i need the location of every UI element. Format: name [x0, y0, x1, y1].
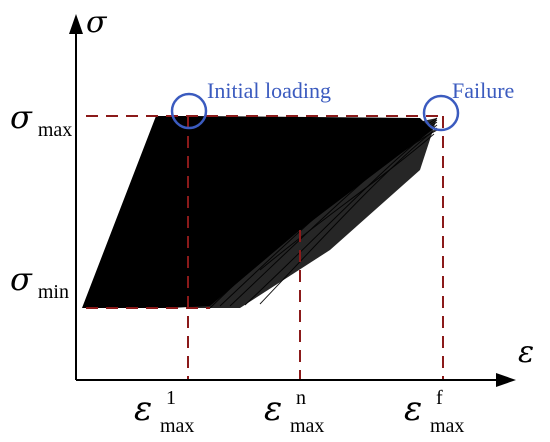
epsilon-f-base: ε: [404, 389, 422, 429]
x-axis-arrow: [496, 373, 516, 387]
initial-loading-label: Initial loading: [207, 78, 331, 103]
epsilon-f-sup: f: [436, 387, 443, 409]
epsilon-n-label: ε n max: [264, 387, 324, 437]
y-axis-symbol: σ: [86, 5, 108, 40]
epsilon-f-sub: max: [430, 415, 464, 437]
epsilon-f-label: ε f max: [404, 387, 464, 437]
initial-loading-circle: [170, 92, 208, 130]
sigma-max-label: σ max: [10, 98, 72, 141]
guide-lines: [86, 115, 444, 380]
sigma-max-sub: max: [38, 119, 72, 141]
sigma-min-label: σ min: [10, 260, 69, 303]
epsilon-1-base: ε: [134, 389, 152, 429]
sigma-min-sub: min: [38, 281, 69, 303]
failure-label: Failure: [452, 78, 514, 103]
epsilon-n-sub: max: [290, 415, 324, 437]
sigma-min-base: σ: [10, 260, 33, 298]
loop-strands: [189, 117, 438, 309]
x-axis-symbol: ε: [518, 335, 534, 370]
sigma-max-base: σ: [10, 98, 33, 136]
y-axis-arrow: [69, 14, 83, 34]
axes: [69, 14, 516, 387]
epsilon-1-sub: max: [160, 415, 194, 437]
epsilon-1-label: ε 1 max: [134, 387, 194, 437]
failure-circle: [422, 94, 460, 132]
epsilon-n-base: ε: [264, 389, 282, 429]
epsilon-1-sup: 1: [166, 387, 176, 409]
hysteresis-loops: [82, 116, 438, 309]
epsilon-n-sup: n: [296, 387, 306, 409]
